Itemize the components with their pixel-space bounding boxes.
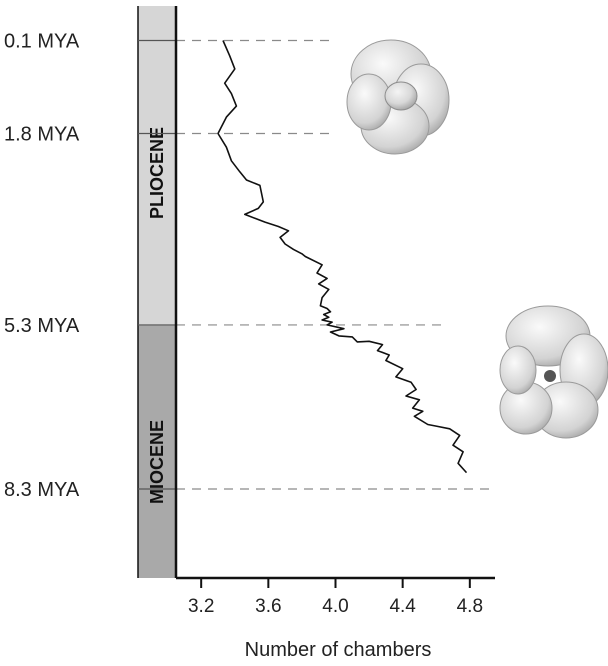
time-reference-lines bbox=[138, 39, 495, 490]
five-chamber-shell-illustration bbox=[499, 305, 608, 439]
x-tick-label: 3.2 bbox=[188, 596, 214, 617]
epoch-label-miocene: MIOCENE bbox=[147, 420, 167, 504]
x-tick-label: 4.8 bbox=[457, 596, 483, 617]
series-line bbox=[217, 40, 468, 474]
time-labels: 0.1 MYA 1.8 MYA 5.3 MYA 8.3 MYA bbox=[4, 31, 80, 502]
x-tick-label: 3.6 bbox=[255, 596, 281, 617]
x-axis-title: Number of chambers bbox=[245, 639, 432, 661]
x-tick-label: 4.4 bbox=[389, 596, 416, 617]
x-ticks: 3.2 3.6 4.0 4.4 4.8 bbox=[188, 578, 483, 617]
epoch-label-pliocene: PLIOCENE bbox=[147, 127, 167, 219]
time-marker-label: 8.3 MYA bbox=[4, 479, 80, 501]
four-chamber-shell-illustration bbox=[346, 39, 450, 155]
epoch-bar-miocene bbox=[138, 324, 176, 578]
epoch-bar-pliocene bbox=[138, 6, 176, 325]
time-marker-label: 5.3 MYA bbox=[4, 315, 80, 337]
epoch-bars: PLIOCENE MIOCENE bbox=[137, 6, 176, 578]
x-tick-label: 4.0 bbox=[322, 596, 348, 617]
time-marker-label: 0.1 MYA bbox=[4, 31, 80, 53]
time-marker-label: 1.8 MYA bbox=[4, 123, 80, 145]
